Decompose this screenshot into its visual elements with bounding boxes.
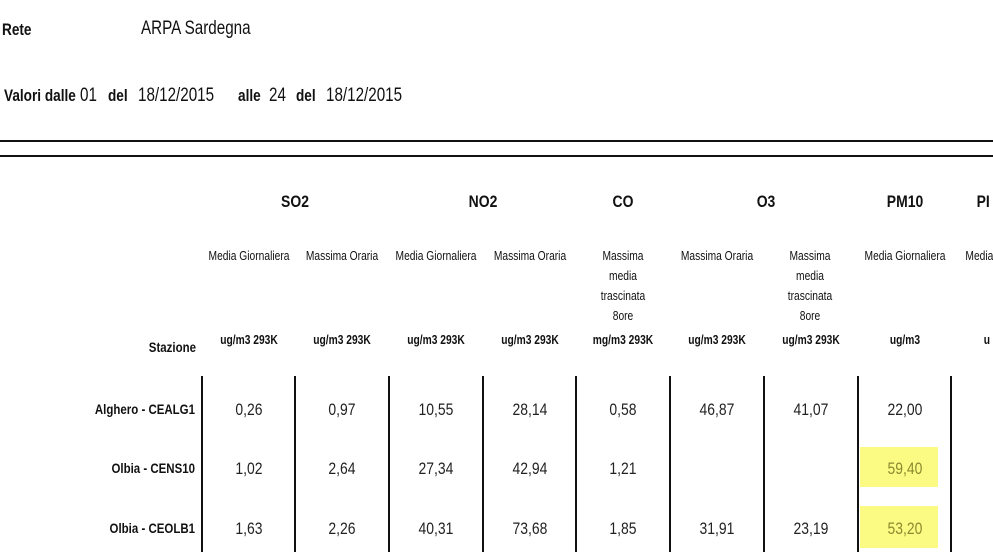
unit-col9: u: [983, 333, 990, 347]
subheader-col1: Media Giornaliera: [208, 249, 290, 263]
table-cell: 42,94: [512, 459, 548, 478]
station-header: Stazione: [148, 340, 196, 355]
pollutant-co: CO: [612, 192, 634, 211]
vline-1: [201, 376, 203, 552]
unit-col1: ug/m3 293K: [220, 333, 278, 347]
pollutant-so2: SO2: [281, 192, 309, 211]
table-cell: 1,85: [609, 519, 637, 538]
table-cell: 2,26: [328, 519, 356, 538]
table-cell: 22,00: [887, 400, 923, 419]
table-cell: 1,02: [235, 459, 263, 478]
to-hour: 24: [269, 85, 286, 106]
table-cell: 40,31: [418, 519, 454, 538]
table-cell: 28,14: [512, 400, 548, 419]
table-cell: 10,55: [418, 400, 454, 419]
subheader-col2: Massima Oraria: [305, 249, 379, 263]
table-cell-highlighted: 53,20: [887, 519, 923, 538]
unit-col5: mg/m3 293K: [592, 333, 654, 347]
pollutant-pm10: PM10: [886, 192, 924, 211]
subheader-col5: Massima media trascinata 8ore: [600, 249, 646, 323]
table-cell: 23,19: [793, 519, 829, 538]
unit-col7: ug/m3 293K: [782, 333, 840, 347]
table-cell: 27,34: [418, 459, 454, 478]
vline-2: [294, 376, 296, 552]
del-label-2: del: [296, 86, 316, 105]
valori-label: Valori dalle: [4, 86, 76, 105]
unit-col4: ug/m3 293K: [501, 333, 559, 347]
from-hour: 01: [80, 85, 97, 106]
table-cell: 31,91: [699, 519, 735, 538]
vline-5: [575, 376, 577, 552]
top-rule: [0, 140, 993, 142]
subheader-col7: Massima media trascinata 8ore: [787, 249, 833, 323]
pollutant-o3: O3: [756, 192, 776, 211]
from-date: 18/12/2015: [138, 85, 215, 106]
rete-value: ARPA Sardegna: [141, 18, 251, 39]
subheader-col6: Massima Oraria: [680, 249, 754, 263]
table-cell: 1,63: [235, 519, 263, 538]
table-cell: 46,87: [699, 400, 735, 419]
table-cell-highlighted: 59,40: [887, 459, 923, 478]
vline-9: [950, 376, 952, 552]
vline-8: [857, 376, 859, 552]
table-cell: 0,26: [235, 400, 263, 419]
alle-label: alle: [238, 86, 261, 105]
table-cell: 41,07: [793, 400, 829, 419]
rete-label: Rete: [2, 20, 32, 39]
pollutant-no2: NO2: [468, 192, 498, 211]
unit-col2: ug/m3 293K: [313, 333, 371, 347]
subheader-col4: Massima Oraria: [493, 249, 567, 263]
subheader-col3: Media Giornaliera: [395, 249, 477, 263]
bottom-rule: [0, 155, 993, 157]
unit-col6: ug/m3 293K: [688, 333, 746, 347]
vline-4: [482, 376, 484, 552]
pollutant-pi: PI: [976, 192, 990, 211]
table-cell: 2,64: [328, 459, 356, 478]
unit-col3: ug/m3 293K: [407, 333, 465, 347]
station-label: Olbia - CEOLB1: [109, 521, 195, 536]
table-cell: 73,68: [512, 519, 548, 538]
vline-3: [388, 376, 390, 552]
del-label-1: del: [108, 86, 128, 105]
date-range-line: Valori dalle 01 del 18/12/2015 alle 24 d…: [4, 84, 426, 108]
table-cell: 1,21: [609, 459, 637, 478]
station-label: Alghero - CEALG1: [94, 402, 195, 417]
station-label: Olbia - CENS10: [111, 461, 195, 476]
pm10-highlight-olbia-ceolb1: [860, 506, 938, 548]
table-cell: 0,58: [609, 400, 637, 419]
pm10-highlight-olbia-cens10: [860, 447, 938, 487]
vline-6: [669, 376, 671, 552]
to-date: 18/12/2015: [326, 85, 403, 106]
vline-7: [763, 376, 765, 552]
unit-col8: ug/m3: [889, 333, 921, 347]
subheader-col8: Media Giornaliera: [864, 249, 946, 263]
subheader-col9: Media G: [965, 249, 993, 263]
table-cell: 0,97: [328, 400, 356, 419]
